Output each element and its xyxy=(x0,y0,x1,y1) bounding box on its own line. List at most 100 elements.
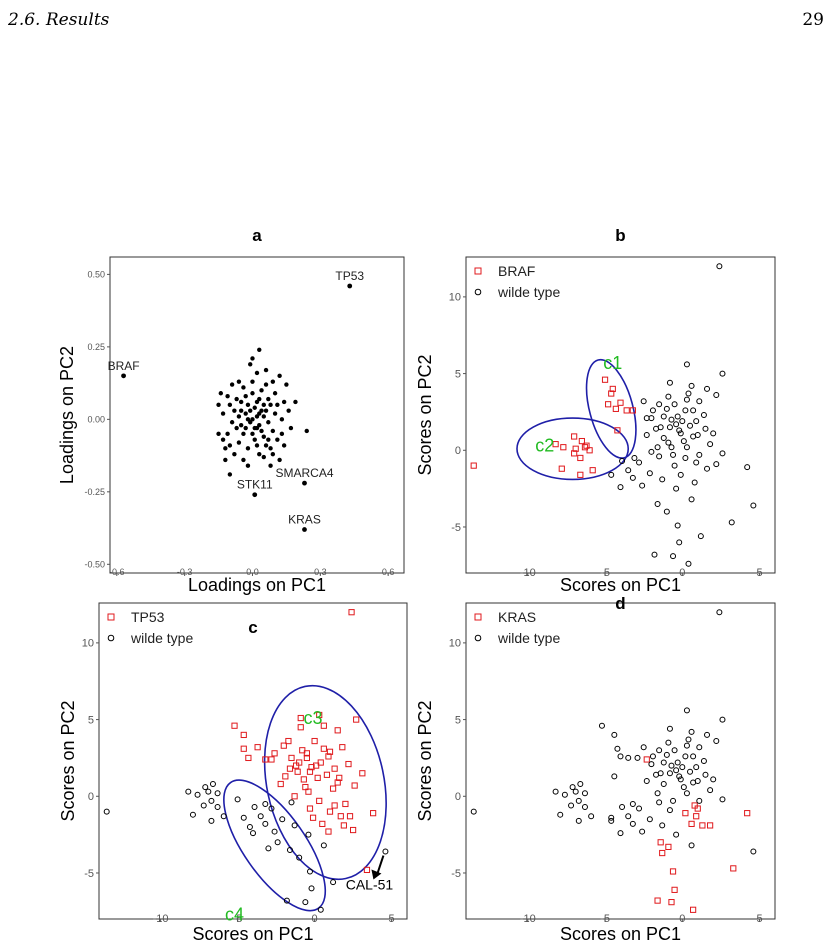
wild-type-point xyxy=(246,823,253,830)
wild-type-point xyxy=(274,839,281,846)
wild-type-point xyxy=(690,779,697,786)
wild-type-point xyxy=(700,412,707,418)
x-tick-label: 0.0 xyxy=(246,567,259,577)
wild-type-point xyxy=(608,817,615,824)
wild-type-point xyxy=(696,451,703,458)
x-tick-label: -10 xyxy=(520,913,536,925)
mutant-point xyxy=(297,714,304,722)
y-axis-label: Scores on PC2 xyxy=(58,700,78,821)
page-number: 29 xyxy=(802,10,824,30)
wild-type-point xyxy=(687,768,694,775)
mutant-point xyxy=(323,771,331,778)
wild-type-point xyxy=(683,361,690,368)
wild-type-point xyxy=(205,788,212,795)
loading-point xyxy=(227,472,233,477)
loading-point xyxy=(266,396,271,402)
loading-point xyxy=(238,408,244,413)
wild-type-point xyxy=(588,813,595,820)
loading-point xyxy=(277,457,282,463)
wild-type-point xyxy=(716,263,723,270)
wild-type-point xyxy=(666,725,673,732)
wild-type-point xyxy=(697,533,704,540)
wild-type-point xyxy=(572,788,579,795)
wild-type-point xyxy=(257,813,264,820)
mutant-point xyxy=(558,465,565,472)
point-label: SMARCA4 xyxy=(275,466,333,480)
wild-type-point xyxy=(639,828,646,835)
point-label: KRAS xyxy=(288,513,321,527)
x-tick-label: -5 xyxy=(600,567,610,579)
wild-type-point xyxy=(262,820,269,827)
mutant-point xyxy=(552,441,559,448)
mutant-point xyxy=(325,753,332,760)
loading-point xyxy=(261,414,266,419)
loading-point xyxy=(227,443,233,448)
wild-type-point xyxy=(656,747,663,754)
mutant-point xyxy=(699,822,706,829)
wild-type-point xyxy=(575,797,582,804)
wild-type-point xyxy=(728,519,735,526)
mutant-point xyxy=(326,808,334,815)
y-tick-label: 5 xyxy=(455,368,461,380)
x-tick-label: 0.3 xyxy=(314,567,327,577)
mutant-point xyxy=(614,427,621,434)
x-axis-label: Scores on PC1 xyxy=(560,924,681,944)
wild-type-point xyxy=(234,796,241,803)
wild-type-point xyxy=(629,820,636,827)
loading-point xyxy=(281,443,287,448)
loading-point xyxy=(259,408,264,413)
loading-point xyxy=(220,411,226,416)
mutant-point xyxy=(730,865,737,872)
wild-type-point xyxy=(716,609,723,616)
wild-type-point xyxy=(209,781,216,788)
loading-point xyxy=(268,446,273,451)
wild-type-point xyxy=(688,728,695,735)
wild-type-point xyxy=(651,551,658,558)
y-axis-label: Loadings on PC2 xyxy=(57,346,77,484)
wild-type-point xyxy=(702,425,709,432)
mutant-point xyxy=(277,780,284,788)
wild-type-point xyxy=(666,770,673,777)
panel-label: c xyxy=(248,618,257,637)
wild-type-point xyxy=(643,777,650,784)
wild-type-point xyxy=(577,781,584,788)
wild-type-point xyxy=(569,784,576,791)
x-tick-label: -10 xyxy=(520,567,536,579)
mutant-point xyxy=(629,407,636,414)
loading-point xyxy=(218,391,224,396)
loading-point xyxy=(234,396,239,402)
mutant-point xyxy=(306,768,314,775)
mutant-point xyxy=(688,820,695,827)
wild-type-point xyxy=(688,496,695,503)
loading-point xyxy=(257,396,262,402)
wild-type-point xyxy=(680,438,687,445)
loading-point xyxy=(245,463,251,468)
wild-type-point xyxy=(308,885,315,892)
wild-type-point xyxy=(636,459,643,466)
wild-type-point xyxy=(673,767,680,774)
wild-type-point xyxy=(690,433,697,440)
mutant-point xyxy=(303,750,310,757)
wild-type-point xyxy=(619,804,626,811)
mutant-point xyxy=(313,762,320,769)
loading-point xyxy=(236,440,242,445)
loading-point xyxy=(252,492,258,498)
wild-type-point xyxy=(671,401,678,408)
mutant-point xyxy=(280,742,287,749)
loading-point xyxy=(270,451,276,457)
panel-a: -0.6 -0.3 0.0 0.3 0.6 -0.50 -0.25 0.00 0.25 0.50 L… xyxy=(57,226,405,595)
wild-type-point xyxy=(194,791,201,798)
mutant-point xyxy=(586,447,593,454)
point-label: STK11 xyxy=(237,478,273,492)
wild-type-point xyxy=(691,479,698,486)
wild-type-point xyxy=(654,790,661,797)
mutant-point xyxy=(320,745,327,752)
wild-type-point xyxy=(649,753,656,760)
plot-frame xyxy=(465,256,776,574)
wild-type-point xyxy=(671,747,678,754)
mutant-point xyxy=(254,744,261,751)
wild-type-point xyxy=(666,379,673,386)
wild-type-point xyxy=(214,790,221,797)
mutant-point xyxy=(334,727,341,734)
plot-frame xyxy=(98,602,408,920)
